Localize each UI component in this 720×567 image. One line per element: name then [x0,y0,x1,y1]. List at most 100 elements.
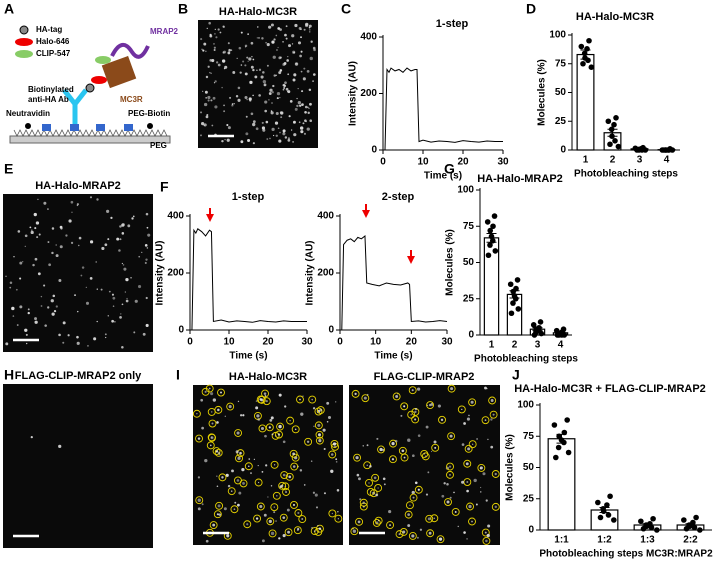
spot [223,110,225,112]
spot [34,227,36,229]
spot [211,411,213,413]
spot [307,127,310,130]
x-tick-label: 0 [337,337,343,348]
spot [303,77,306,80]
spot [13,315,15,317]
data-point [692,525,698,531]
spot [211,436,214,439]
spot [335,401,336,402]
y-tick-label: 400 [317,211,334,222]
spot [77,311,78,312]
spot [336,461,338,463]
panel-label: F [160,179,169,195]
spot [236,450,239,453]
spot [271,416,274,419]
data-point [553,455,559,461]
spot [147,247,149,249]
panel-label: C [341,1,351,17]
spot [462,443,465,446]
spot [39,234,41,236]
chart-title: HA-Halo-MC3R + FLAG-CLIP-MRAP2 [514,383,706,395]
spot [480,487,481,488]
spot [31,436,33,438]
spot [304,29,306,31]
spot [242,414,244,416]
spot [412,454,415,457]
spot [63,321,66,324]
spot [268,26,271,29]
spot [122,303,124,305]
panel-label: H [4,367,14,383]
spot [252,69,254,71]
spot [259,505,262,508]
spot [428,517,431,520]
x-tick-label: 1:1 [554,535,569,546]
image-title: HA-Halo-MRAP2 [35,180,121,192]
spot [260,398,263,401]
spot [485,419,487,421]
spot [323,429,326,432]
data-point [609,127,615,133]
spot [307,70,310,73]
spot [238,492,241,495]
spot [198,499,201,502]
spot [297,529,299,531]
label: Neutravidin [6,109,50,118]
spot [101,289,103,291]
spot [378,487,379,488]
spot [296,98,297,99]
legend-text: Halo-646 [36,37,70,46]
mrap2 [112,45,148,57]
spot [354,393,356,395]
spot [271,23,274,26]
spot [403,405,405,407]
spot [212,524,215,527]
spot [196,413,197,414]
spot [120,313,121,314]
spot [246,99,247,100]
spot [108,315,109,316]
spot [34,317,37,320]
spot [450,497,452,499]
spot [277,47,278,48]
spot [417,387,420,390]
data-point [661,147,667,153]
spot [53,295,56,298]
spot [28,308,30,310]
spot [461,481,464,484]
data-point [611,517,617,523]
spot [208,22,211,25]
spot [31,230,32,231]
spot [292,51,295,54]
spot [283,84,286,87]
spot [286,88,289,91]
spot [324,448,326,450]
spot [56,244,57,245]
spot [256,69,258,71]
spot [266,121,269,124]
spot [237,457,240,460]
x-tick-label: 1 [489,340,495,351]
y-tick-label: 200 [167,268,184,279]
step-arrow [206,208,214,222]
spot [10,282,13,285]
spot [358,520,361,523]
spot [309,27,310,28]
spot [269,138,271,140]
spot [468,415,470,417]
spot [238,401,239,402]
spot [438,404,441,407]
data-point [613,115,619,121]
spot [307,107,309,109]
spot [357,474,360,477]
data-point [562,332,568,338]
data-point [589,64,595,70]
x-tick-label: 20 [406,337,418,348]
spot [246,116,248,118]
spot [283,87,285,89]
spot [264,83,267,86]
spot [229,97,231,99]
ha-tag [86,84,94,92]
spot [480,467,482,469]
spot [486,499,488,501]
